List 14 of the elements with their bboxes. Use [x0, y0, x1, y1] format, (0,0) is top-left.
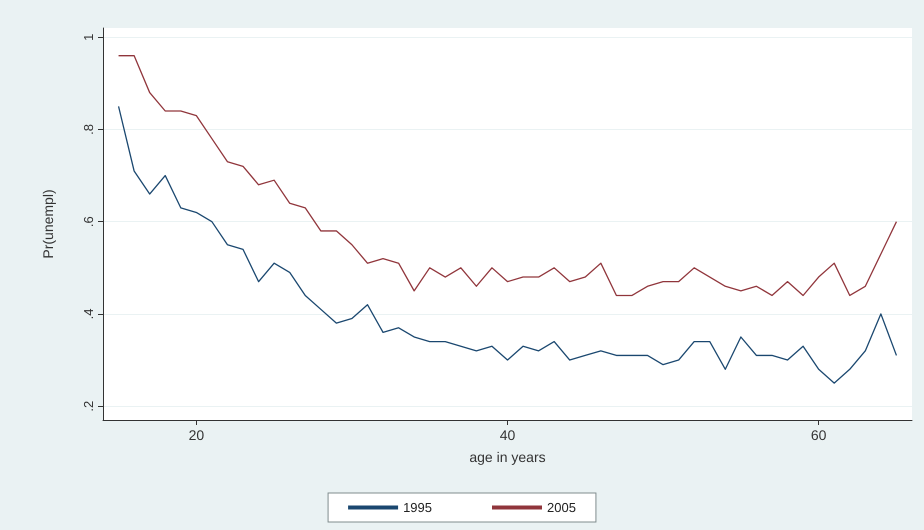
x-tick-label: 20 — [188, 427, 204, 443]
y-tick-label: .4 — [81, 308, 96, 320]
y-tick-label: .2 — [81, 400, 96, 412]
x-axis-title: age in years — [469, 449, 546, 465]
x-tick-label: 60 — [810, 427, 827, 443]
line-series — [118, 106, 898, 384]
y-tick-label: .6 — [81, 216, 96, 228]
legend-label: 2005 — [547, 500, 576, 515]
y-tick-label: 1 — [81, 34, 96, 41]
y-tick-label: .8 — [81, 124, 96, 135]
y-axis-title: Pr(unempl) — [40, 189, 56, 259]
line-series — [118, 55, 898, 296]
x-tick-label: 40 — [500, 427, 516, 443]
legend-label: 1995 — [403, 500, 432, 515]
